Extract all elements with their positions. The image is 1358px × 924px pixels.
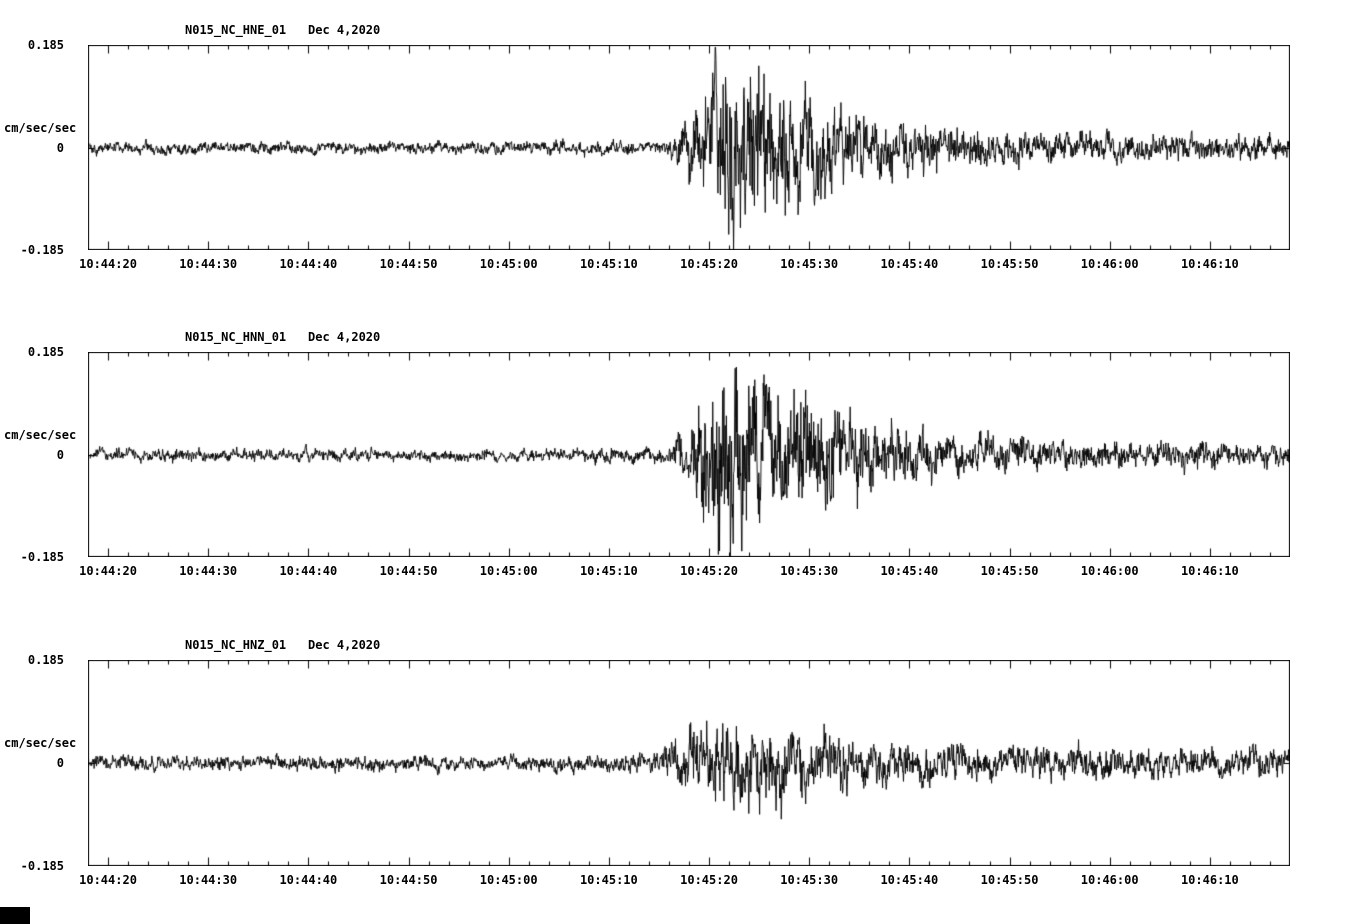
- x-tick-label: 10:46:10: [1180, 257, 1239, 271]
- x-tick-label: 10:44:30: [179, 257, 238, 271]
- y-tick-zero: 0: [56, 448, 64, 462]
- y-tick-max: 0.185: [27, 653, 64, 667]
- x-tick-label: 10:44:20: [79, 873, 137, 887]
- x-tick-label: 10:45:30: [780, 873, 839, 887]
- panel-title: N015_NC_HNN_01: [185, 330, 287, 344]
- x-tick-label: 10:44:30: [179, 564, 238, 578]
- panel-date: Dec 4,2020: [308, 23, 381, 37]
- x-tick-label: 10:44:40: [279, 564, 338, 578]
- y-tick-max: 0.185: [27, 38, 64, 52]
- x-tick-label: 10:44:50: [379, 873, 438, 887]
- panel-date: Dec 4,2020: [308, 638, 381, 652]
- x-tick-label: 10:46:00: [1080, 873, 1139, 887]
- x-tick-label: 10:45:00: [479, 564, 538, 578]
- x-tick-label: 10:46:10: [1180, 564, 1239, 578]
- y-tick-zero: 0: [56, 141, 64, 155]
- y-axis-label: cm/sec/sec: [4, 736, 77, 750]
- x-tick-label: 10:45:20: [680, 873, 738, 887]
- x-tick-label: 10:46:10: [1180, 873, 1239, 887]
- x-tick-label: 10:44:40: [279, 257, 338, 271]
- y-axis-label: cm/sec/sec: [4, 121, 77, 135]
- waveform-canvas-hne: [88, 45, 1290, 250]
- x-tick-label: 10:45:30: [780, 564, 839, 578]
- waveform-canvas-hnn: [88, 352, 1290, 557]
- x-tick-label: 10:44:20: [79, 257, 137, 271]
- x-tick-label: 10:45:00: [479, 257, 538, 271]
- x-tick-label: 10:44:40: [279, 873, 338, 887]
- y-tick-min: -0.185: [20, 243, 64, 257]
- x-tick-label: 10:45:20: [680, 257, 738, 271]
- waveform-canvas-hnz: [88, 660, 1290, 866]
- bottom-left-mark: [0, 907, 30, 924]
- x-tick-label: 10:45:20: [680, 564, 738, 578]
- x-tick-label: 10:45:10: [579, 564, 638, 578]
- x-tick-label: 10:45:50: [980, 564, 1039, 578]
- panel-date: Dec 4,2020: [308, 330, 381, 344]
- x-tick-label: 10:45:30: [780, 257, 839, 271]
- x-tick-label: 10:45:40: [880, 873, 939, 887]
- x-tick-label: 10:44:20: [79, 564, 137, 578]
- y-tick-max: 0.185: [27, 345, 64, 359]
- panel-title: N015_NC_HNZ_01: [185, 638, 287, 652]
- x-tick-label: 10:45:50: [980, 257, 1039, 271]
- x-tick-label: 10:44:50: [379, 257, 438, 271]
- y-tick-min: -0.185: [20, 859, 64, 873]
- x-tick-label: 10:45:50: [980, 873, 1039, 887]
- panel-title: N015_NC_HNE_01: [185, 23, 287, 37]
- y-tick-min: -0.185: [20, 550, 64, 564]
- x-tick-label: 10:45:40: [880, 257, 939, 271]
- x-tick-label: 10:44:30: [179, 873, 238, 887]
- x-tick-label: 10:46:00: [1080, 564, 1139, 578]
- x-tick-label: 10:45:40: [880, 564, 939, 578]
- x-tick-label: 10:45:00: [479, 873, 538, 887]
- x-tick-label: 10:45:10: [579, 257, 638, 271]
- x-tick-label: 10:45:10: [579, 873, 638, 887]
- x-tick-label: 10:44:50: [379, 564, 438, 578]
- y-tick-zero: 0: [56, 756, 64, 770]
- x-tick-label: 10:46:00: [1080, 257, 1139, 271]
- y-axis-label: cm/sec/sec: [4, 428, 77, 442]
